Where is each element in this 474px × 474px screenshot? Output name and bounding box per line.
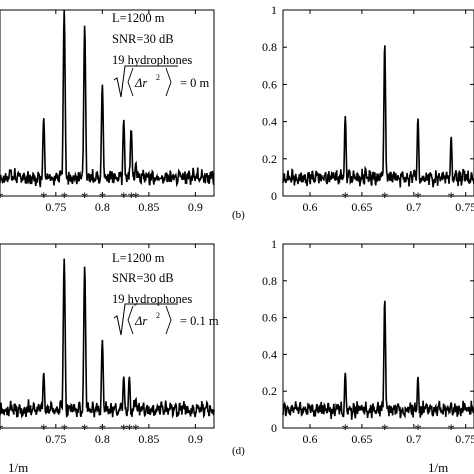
x-tick-label: 0.8 [95, 200, 110, 214]
y-tick-label: 0.8 [262, 40, 277, 54]
x-tick-label: 0.9 [188, 432, 203, 446]
annotation-a: L=1200 m SNR=30 dB 19 hydrophones Δr 2 =… [112, 11, 210, 98]
x-tick-label: 0.75 [455, 432, 474, 446]
peak-marker: * [414, 422, 422, 438]
peak-marker: * [127, 190, 135, 206]
peak-marker: * [126, 422, 134, 438]
y-tick-label: 0.2 [262, 384, 277, 398]
y-tick-label: 0 [271, 189, 277, 203]
x-tick-label: 0.7 [406, 200, 421, 214]
peak-marker: * [120, 422, 128, 438]
panel-label-b: (b) [232, 209, 245, 221]
panel-label-d: (d) [232, 445, 245, 457]
x-tick-label: 0.7 [406, 432, 421, 446]
x-tick-label: 0.8 [95, 432, 110, 446]
peak-marker: * [447, 422, 455, 438]
rms-expression: Δr 2 = 0.1 m [113, 303, 219, 336]
rms-value: = 0 m [180, 76, 210, 90]
panel-d: 0.6 0.65 0.7 0.75 0 0.2 0.4 0.6 0.8 1 * * * * [262, 237, 474, 446]
svg-text:Δr: Δr [134, 314, 147, 328]
peak-marker: * [342, 190, 350, 206]
y-tick-label: 0.6 [262, 311, 277, 325]
svg-text:2: 2 [156, 311, 160, 320]
annotation-length: L=1200 m [112, 251, 165, 265]
x-tick-label: 0.65 [351, 432, 372, 446]
peak-marker: * [60, 190, 68, 206]
plot-frame [282, 243, 474, 429]
peak-marker: * [99, 422, 107, 438]
x-tick-label: 0.75 [455, 200, 474, 214]
spectrum-line [282, 45, 474, 188]
x-tick-label: 0.75 [45, 432, 66, 446]
panel-c: 0.750.80.850.9******** [0, 243, 215, 446]
x-unit-left: 1/m [8, 460, 28, 474]
plot-frame [0, 243, 215, 429]
y-tick-label: 0.8 [262, 274, 277, 288]
rms-value: = 0.1 m [180, 314, 219, 328]
svg-text:Δr: Δr [134, 76, 147, 90]
peak-marker: * [81, 190, 89, 206]
x-tick-label: 0.85 [138, 432, 159, 446]
y-tick-label: 0.6 [262, 77, 277, 91]
y-tick-label: 0.4 [262, 347, 277, 361]
peak-marker: * [381, 422, 389, 438]
spectrum-line [0, 258, 215, 419]
peak-marker: * [0, 422, 4, 438]
annotation-snr: SNR=30 dB [112, 271, 174, 285]
x-tick-label: 0.6 [302, 432, 317, 446]
peak-marker: * [60, 422, 68, 438]
peak-marker: * [381, 190, 389, 206]
plot-frame [282, 9, 474, 197]
peak-marker: * [120, 190, 128, 206]
peak-marker: * [40, 190, 48, 206]
peak-marker: * [414, 190, 422, 206]
peak-marker: * [132, 190, 140, 206]
peak-marker: * [40, 422, 48, 438]
spectrum-line [0, 9, 215, 188]
x-unit-right: 1/m [428, 460, 448, 474]
panel-a: 0.750.80.850.9******** [0, 9, 215, 214]
y-tick-label: 0 [271, 421, 277, 435]
peak-marker: * [342, 422, 350, 438]
annotation-c: L=1200 m SNR=30 dB 19 hydrophones Δr 2 =… [112, 251, 219, 336]
y-tick-label: 0.4 [262, 115, 277, 129]
annotation-length: L=1200 m [112, 11, 165, 25]
peak-marker: * [0, 190, 4, 206]
annotation-snr: SNR=30 dB [112, 32, 174, 46]
y-tick-label: 1 [271, 237, 277, 251]
y-tick-label: 0.2 [262, 152, 277, 166]
x-tick-label: 0.9 [188, 200, 203, 214]
spectrum-line [282, 300, 474, 420]
y-tick-label: 1 [271, 3, 277, 17]
peak-marker: * [81, 422, 89, 438]
peak-marker: * [99, 190, 107, 206]
x-tick-label: 0.65 [351, 200, 372, 214]
annotation-hydrophones: 19 hydrophones [112, 292, 192, 306]
peak-marker: * [132, 422, 140, 438]
peak-marker: * [447, 190, 455, 206]
x-tick-label: 0.6 [302, 200, 317, 214]
x-tick-label: 0.75 [45, 200, 66, 214]
panel-b: 0.6 0.65 0.7 0.75 0 0.2 0.4 0.6 0.8 1 * * * * [262, 3, 474, 214]
x-tick-label: 0.85 [138, 200, 159, 214]
rms-expression: Δr 2 = 0 m [113, 65, 210, 98]
svg-text:2: 2 [156, 73, 160, 82]
annotation-hydrophones: 19 hydrophones [112, 53, 192, 67]
plot-frame [0, 9, 215, 197]
